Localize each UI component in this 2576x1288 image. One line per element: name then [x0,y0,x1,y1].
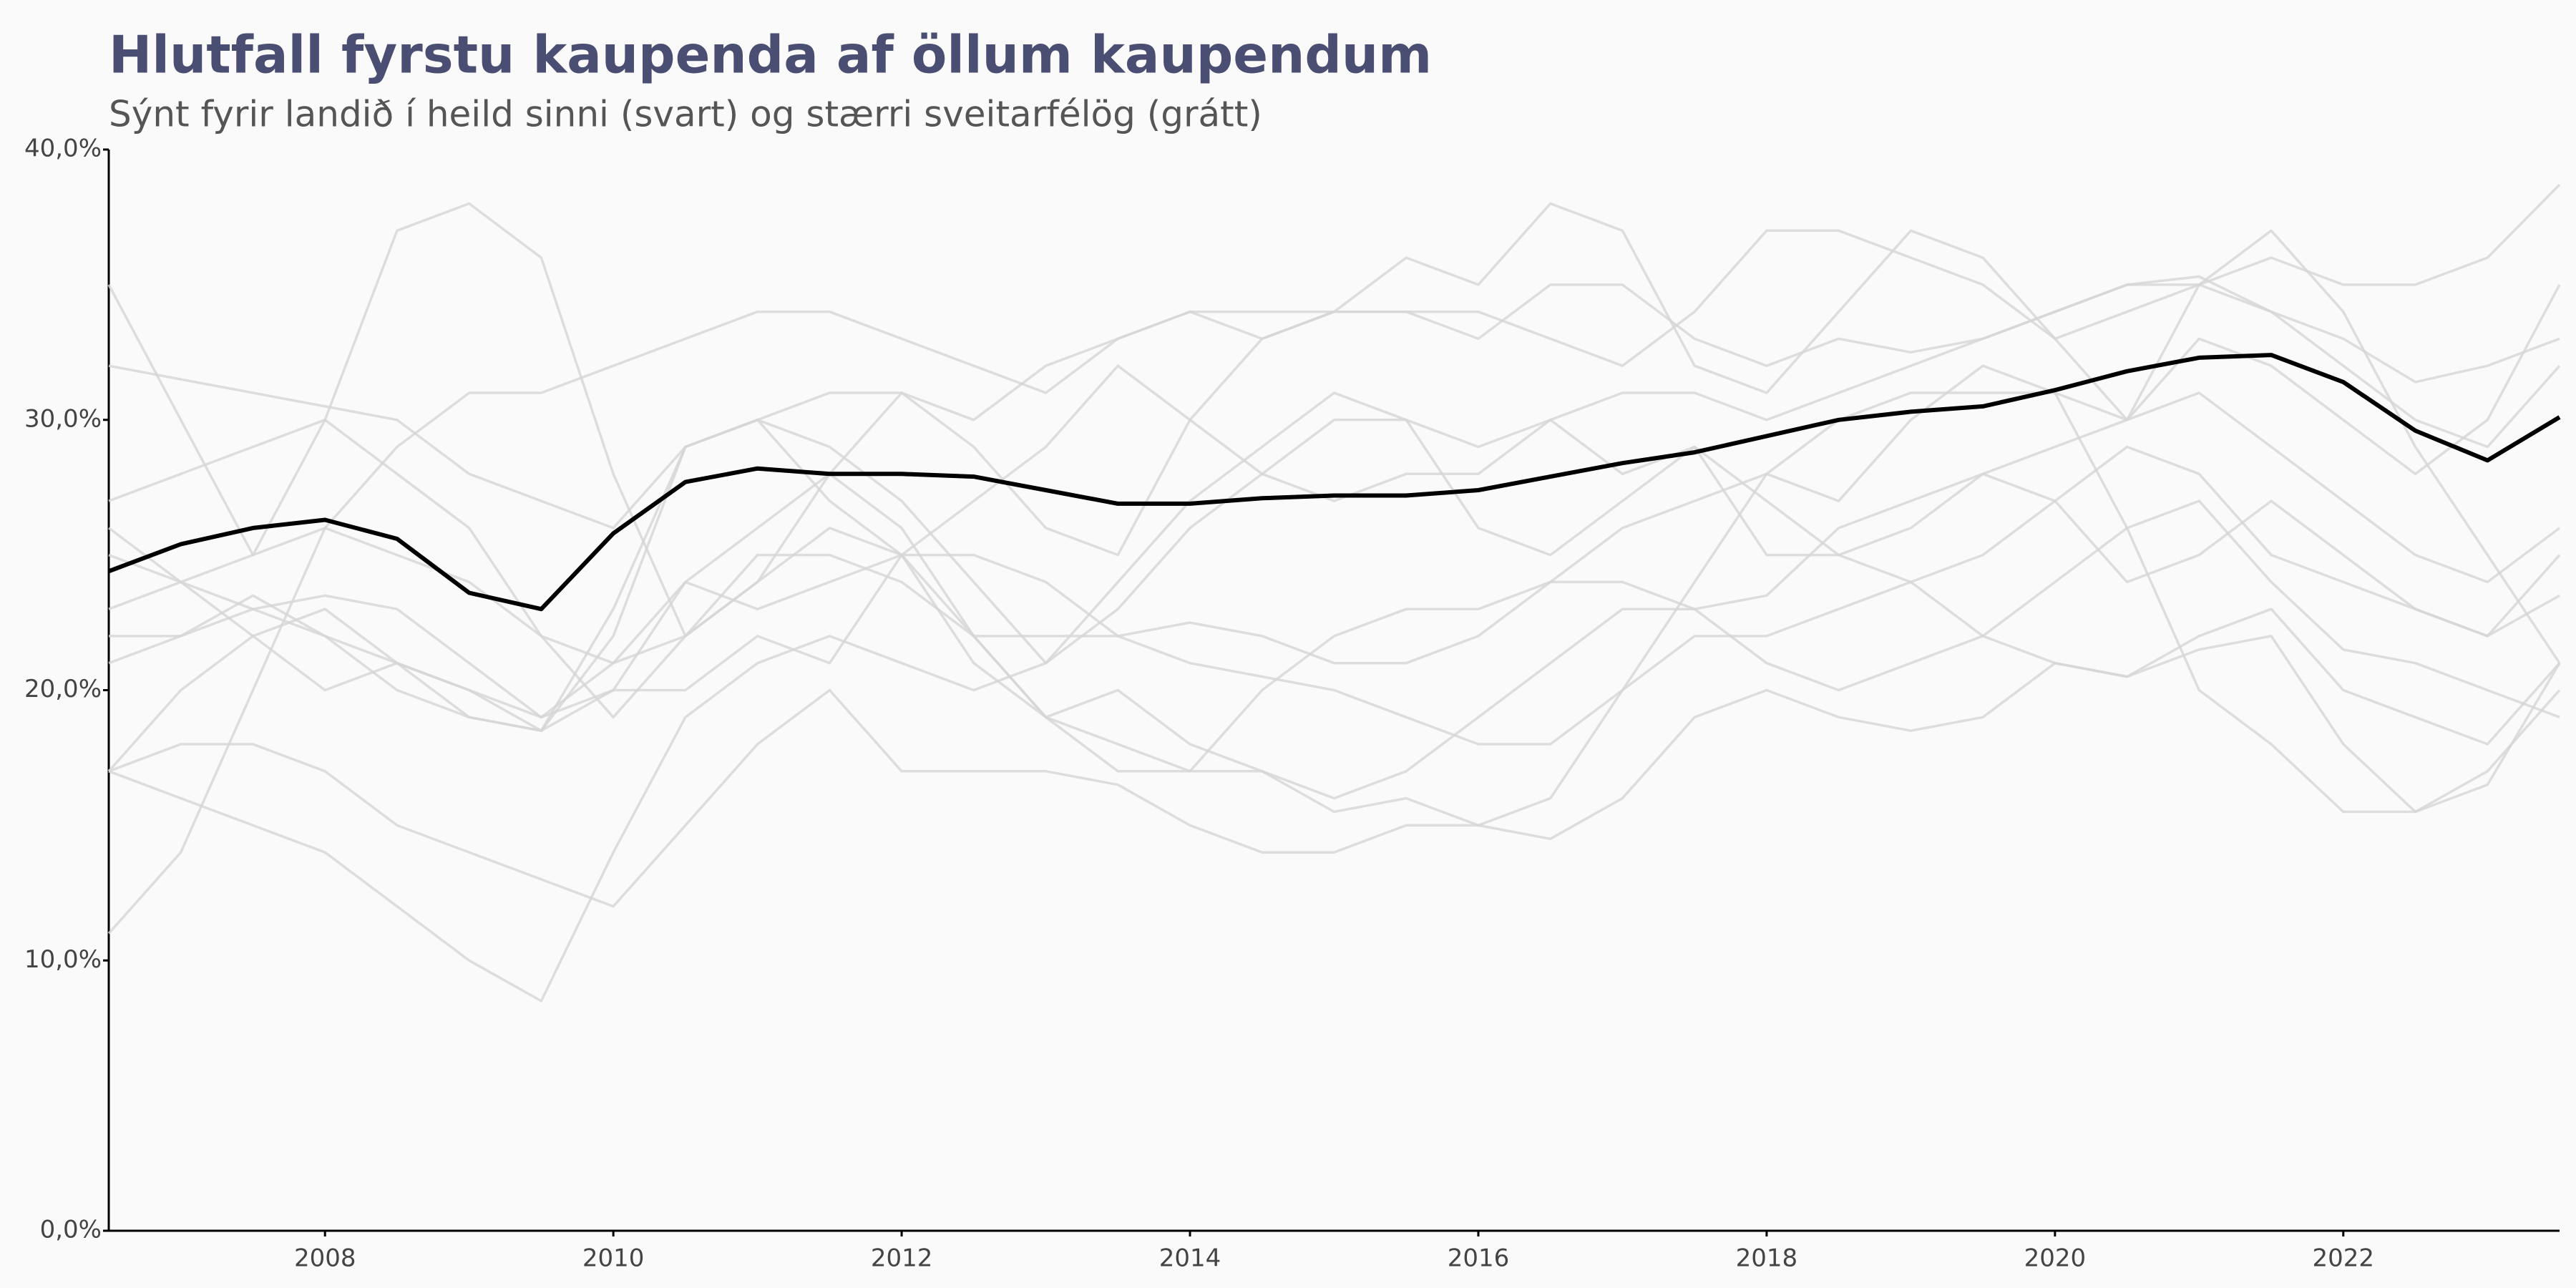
series-line [108,391,2561,1002]
series-line [108,391,2561,665]
x-tick-label: 2022 [2313,1244,2375,1273]
series-line [108,391,2561,827]
x-tick-label: 2018 [1736,1244,1798,1273]
y-tick-label: 0,0% [40,1216,102,1244]
series-line [107,445,2560,746]
y-tick-label: 30,0% [24,404,102,433]
series-line [108,284,2561,773]
y-tick-label: 40,0% [24,135,102,163]
x-tick-label: 2014 [1159,1244,1221,1273]
series-line [108,283,2561,719]
series-line [107,353,2561,612]
y-tick-label: 10,0% [24,945,102,974]
x-tick-label: 2012 [871,1244,933,1273]
x-tick-label: 2008 [294,1244,356,1273]
chart-subtitle: Sýnt fyrir landið í heild sinni (svart) … [109,94,1262,135]
chart-title: Hlutfall fyrstu kaupenda af öllum kaupen… [109,25,1432,85]
x-tick-label: 2016 [1448,1244,1510,1273]
series-line [109,499,2560,800]
y-tick-label: 20,0% [24,675,102,703]
x-tick-label: 2020 [2024,1244,2087,1273]
x-tick-label: 2010 [582,1244,645,1273]
series-line [108,275,2560,530]
series-line [108,635,2561,908]
